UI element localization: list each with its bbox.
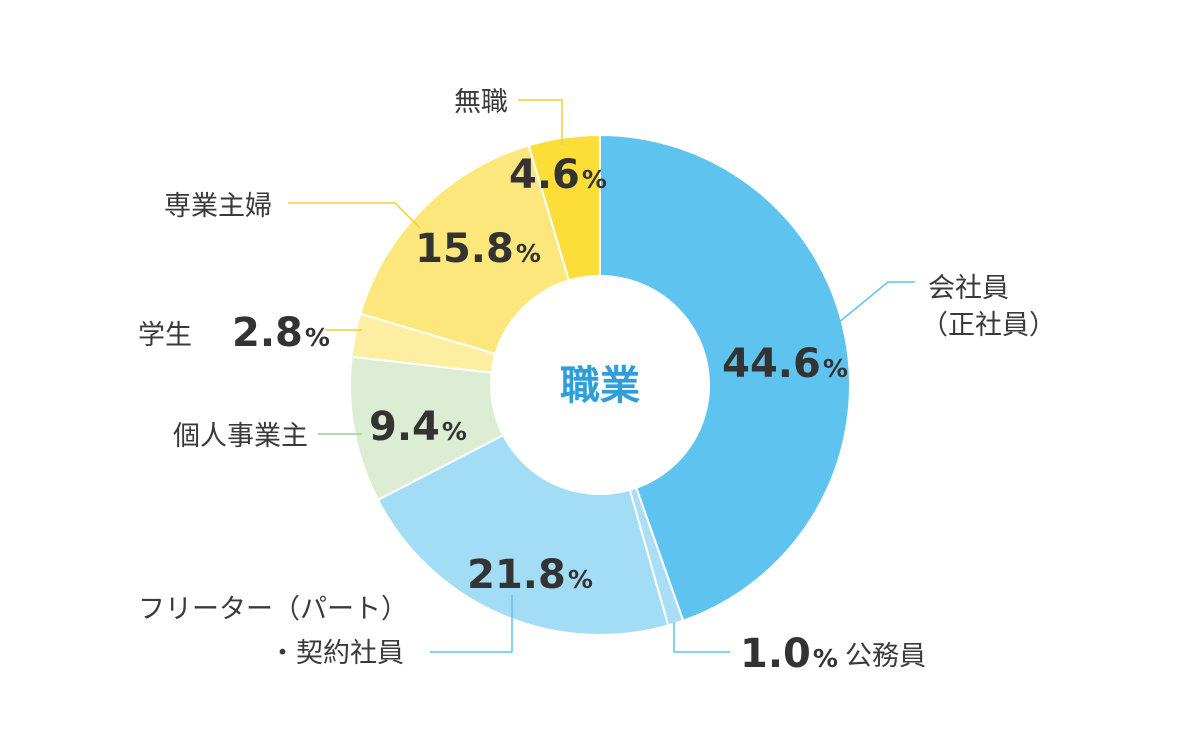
- slice-1: [599, 133, 851, 623]
- pct-label-7: 4.6%: [509, 152, 607, 198]
- donut-hole: [490, 275, 710, 495]
- leader-kaishain: [837, 281, 915, 324]
- category-label-3-sub: ・契約社員: [269, 638, 404, 669]
- center-label: 職業: [560, 363, 640, 409]
- category-label-1-sub: （正社員）: [921, 310, 1056, 341]
- pct-label-5: 2.8%: [232, 310, 330, 356]
- pct-label-6: 15.8%: [415, 226, 541, 272]
- pct-label-3: 21.8%: [467, 552, 593, 598]
- leader-mushoku: [518, 99, 563, 145]
- category-label-4: 個人事業主: [173, 421, 308, 452]
- leader-freeter: [430, 595, 513, 653]
- category-label-5: 学生: [138, 320, 192, 351]
- pct-label-2: 1.0%: [740, 631, 838, 677]
- leader-sengyo: [288, 202, 421, 229]
- leader-koumuin: [673, 622, 730, 653]
- category-label-2: 公務員: [845, 641, 926, 672]
- leader-lines: [288, 99, 915, 653]
- category-label-6: 専業主婦: [164, 191, 272, 222]
- slice-labels: 44.6% 1.0% 21.8% 9.4% 2.8% 15.8% 4.6% 会社員 （正社員） 公…: [138, 87, 1056, 677]
- category-label-3: フリーター（パート）: [138, 594, 408, 625]
- category-label-1: 会社員: [928, 273, 1009, 304]
- category-label-7: 無職: [454, 87, 508, 118]
- pct-label-1: 44.6%: [722, 341, 848, 387]
- pct-label-4: 9.4%: [369, 404, 467, 450]
